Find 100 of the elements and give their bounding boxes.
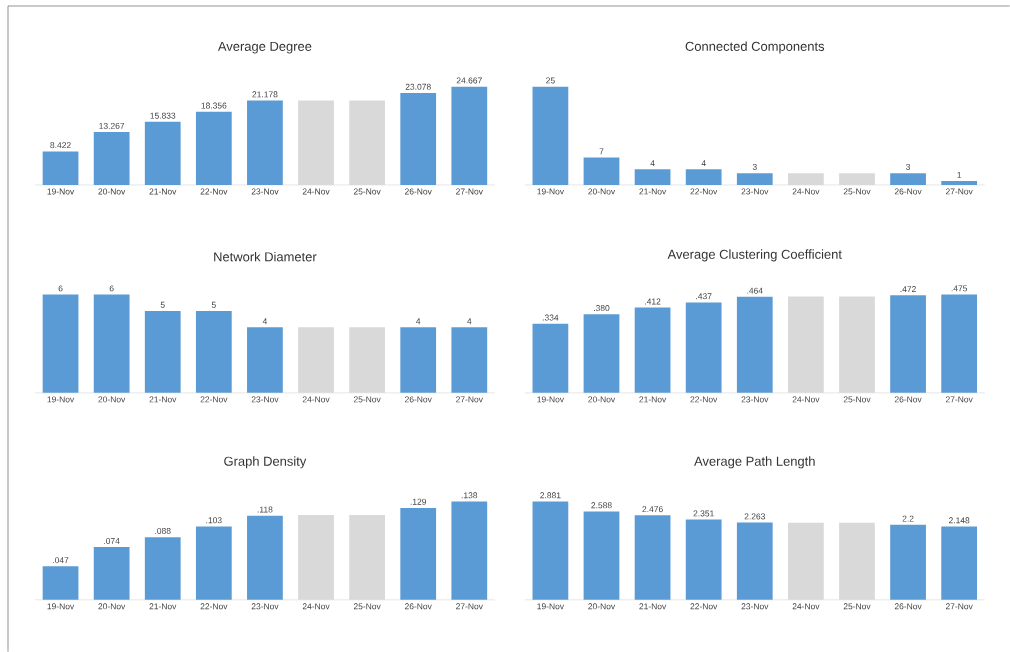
bar: [583, 314, 620, 393]
x-tick-label: 20-Nov: [588, 396, 616, 403]
bar: [787, 522, 824, 600]
data-label: 24.667: [456, 77, 482, 84]
bar: [42, 566, 79, 600]
data-label: 6: [109, 285, 114, 292]
x-tick-label: 24-Nov: [792, 603, 820, 610]
x-tick-label: 22-Nov: [690, 603, 718, 610]
x-tick-label: 23-Nov: [741, 603, 769, 610]
chart-title: Average Path Length: [694, 456, 815, 469]
bar: [583, 511, 620, 600]
data-label: 2.588: [591, 502, 612, 509]
bar: [685, 169, 722, 185]
x-tick-label: 19-Nov: [47, 188, 75, 195]
data-label: .334: [542, 314, 559, 321]
x-tick-label: 26-Nov: [404, 603, 432, 610]
data-label: .475: [951, 285, 968, 292]
bar: [400, 507, 437, 600]
data-label: 4: [467, 318, 472, 325]
x-tick-label: 25-Nov: [353, 603, 381, 610]
x-tick-label: 24-Nov: [302, 603, 330, 610]
x-tick-label: 26-Nov: [894, 603, 922, 610]
data-label: .437: [696, 293, 712, 300]
x-tick-label: 25-Nov: [843, 396, 871, 403]
data-label: 1: [957, 171, 962, 178]
bar: [685, 302, 722, 393]
x-tick-label: 27-Nov: [945, 603, 973, 610]
data-label: 2.351: [693, 510, 714, 517]
data-label: 3: [906, 163, 911, 170]
x-tick-label: 21-Nov: [149, 603, 177, 610]
data-label: 4: [701, 160, 706, 166]
bar: [839, 173, 875, 185]
data-label: 2.263: [744, 513, 765, 520]
x-tick-label: 19-Nov: [537, 396, 565, 403]
data-label: .472: [900, 286, 916, 292]
data-label: .129: [410, 498, 427, 505]
bar: [298, 515, 334, 600]
x-tick-label: 24-Nov: [302, 188, 330, 195]
bar: [787, 173, 824, 185]
x-tick-label: 20-Nov: [588, 188, 616, 195]
data-label: .412: [645, 298, 661, 305]
data-label: .464: [747, 287, 763, 294]
bar: [685, 519, 722, 600]
x-tick-label: 27-Nov: [945, 188, 973, 195]
bar: [839, 296, 875, 393]
bar: [451, 86, 488, 185]
chart-title: Graph Density: [224, 456, 307, 469]
x-tick-label: 20-Nov: [98, 603, 126, 610]
bar: [736, 296, 773, 393]
x-tick-label: 22-Nov: [200, 188, 228, 195]
bar: [890, 173, 926, 185]
x-tick-label: 19-Nov: [537, 603, 565, 610]
data-label: .103: [206, 517, 222, 524]
x-tick-label: 22-Nov: [200, 396, 228, 403]
bar: [42, 151, 79, 185]
x-tick-label: 27-Nov: [456, 188, 483, 195]
data-label: .138: [461, 492, 478, 499]
bar: [93, 547, 130, 600]
data-label: .380: [594, 305, 610, 311]
data-label: 21.178: [252, 91, 278, 98]
x-tick-label: 23-Nov: [251, 396, 279, 403]
data-label: 23.078: [405, 83, 431, 90]
data-label: 5: [211, 301, 216, 308]
x-tick-label: 27-Nov: [456, 603, 483, 610]
bar: [247, 100, 283, 185]
bar: [298, 100, 334, 185]
data-label: 3: [752, 163, 757, 170]
x-tick-label: 20-Nov: [588, 603, 616, 610]
x-tick-label: 19-Nov: [537, 188, 565, 195]
bar: [941, 180, 978, 185]
data-label: 4: [262, 318, 268, 325]
x-tick-label: 26-Nov: [894, 188, 922, 195]
bar: [349, 100, 385, 185]
data-label: .088: [155, 527, 171, 534]
data-label: .118: [257, 506, 273, 513]
bar: [451, 501, 488, 600]
bar: [247, 515, 283, 600]
x-tick-label: 25-Nov: [843, 188, 871, 195]
x-tick-label: 19-Nov: [47, 603, 75, 610]
chart-title: Average Degree: [217, 41, 312, 54]
x-tick-label: 20-Nov: [98, 188, 126, 195]
data-label: 4: [650, 160, 655, 166]
bar: [93, 132, 130, 185]
bar: [634, 515, 671, 600]
data-label: 18.356: [201, 102, 227, 109]
data-label: 8.422: [50, 142, 71, 149]
chart-title: Network Diameter: [214, 251, 317, 262]
x-tick-label: 22-Nov: [690, 396, 718, 403]
x-tick-label: 24-Nov: [792, 396, 820, 403]
data-label: 2.881: [540, 492, 561, 499]
x-tick-label: 21-Nov: [639, 396, 667, 403]
x-tick-label: 25-Nov: [353, 188, 381, 195]
bar: [583, 157, 620, 185]
data-label: 7: [599, 148, 604, 155]
x-tick-label: 23-Nov: [741, 396, 769, 403]
bar: [195, 526, 232, 600]
x-tick-label: 21-Nov: [639, 603, 667, 610]
x-tick-label: 25-Nov: [843, 603, 871, 610]
bar: [787, 296, 824, 393]
bar: [736, 173, 773, 185]
